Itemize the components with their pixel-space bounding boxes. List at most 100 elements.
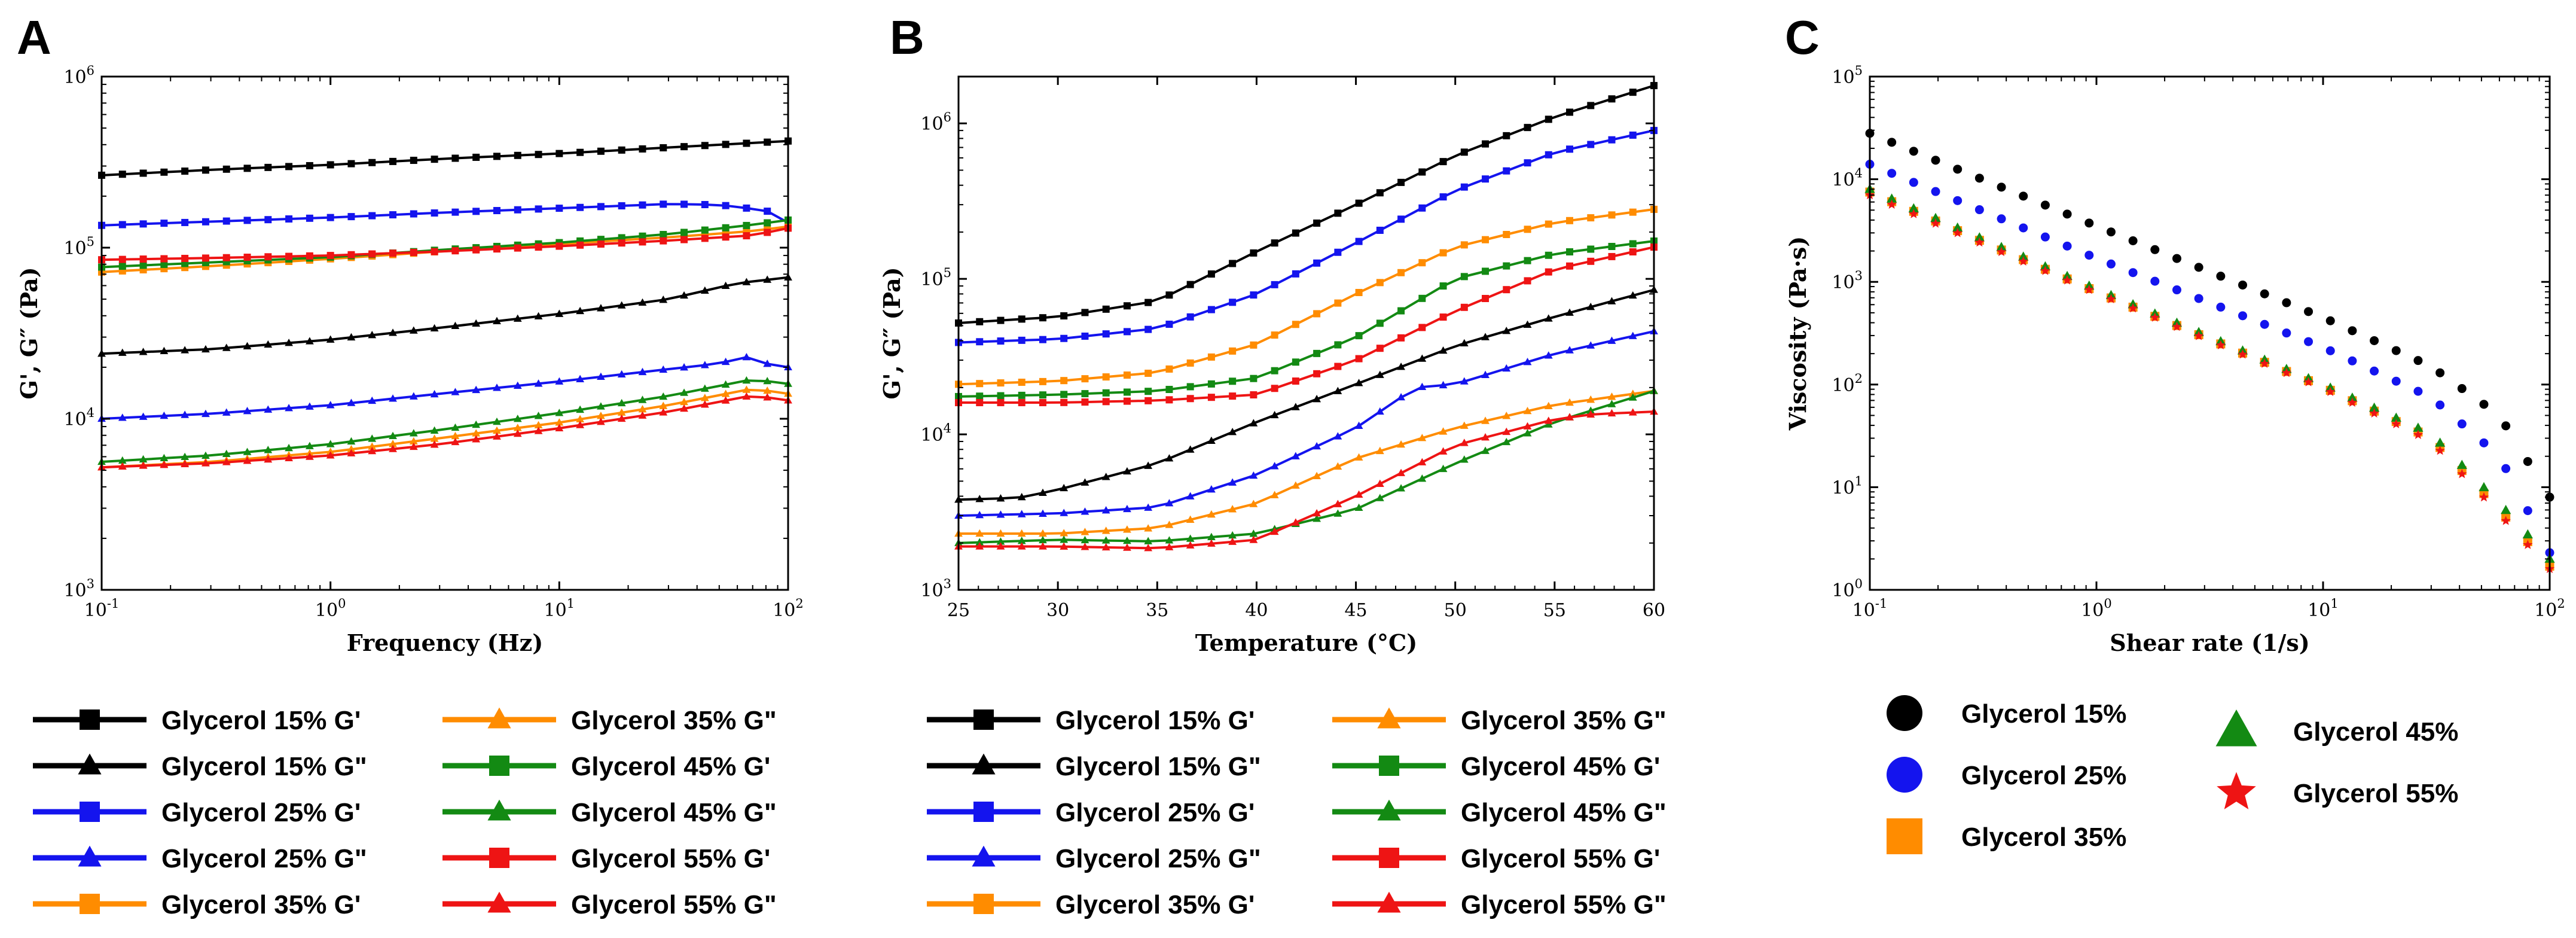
point-glycerol-45pct-g-dprime-26	[638, 395, 647, 403]
x-axis-label-a: Frequency (Hz)	[347, 629, 543, 656]
point-glycerol-15pct-g-dprime-28	[680, 291, 688, 299]
point-glycerol-25pct-g-prime-30	[1587, 141, 1595, 148]
legend-label-glycerol-25pct-g-prime: Glycerol 25% G'	[161, 798, 361, 827]
legend-c: Glycerol 15% Glycerol 25% Glycerol 35% Glyc…	[1887, 695, 2458, 854]
point-glycerol-15pct-g-prime-22	[1418, 168, 1426, 176]
series-glycerol-45pct-g-prime	[955, 237, 1658, 400]
point-glycerol-45pct-g-prime-17	[1313, 349, 1321, 357]
point-glycerol-55pct-g-dprime-9	[1144, 544, 1153, 552]
point-glycerol-35pct-g-prime-21	[1397, 269, 1405, 276]
series-line-glycerol-15pct-g-dprime	[101, 276, 789, 355]
point-glycerol-45pct-g-prime-26	[1503, 262, 1510, 270]
point-glycerol-55pct-g-dprime-16	[1291, 518, 1300, 526]
point-glycerol-15pct-28	[2479, 400, 2489, 409]
point-glycerol-25pct-g-dprime-15	[1270, 462, 1279, 470]
point-glycerol-25pct-g-prime-13	[368, 212, 376, 220]
point-glycerol-25pct-g-prime-9	[1144, 325, 1152, 333]
point-glycerol-55pct-g-prime-10	[1165, 396, 1173, 404]
point-glycerol-45pct-g-prime-19	[1355, 332, 1363, 340]
point-glycerol-55pct-21	[2325, 386, 2336, 396]
point-glycerol-55pct-g-prime-18	[1334, 363, 1342, 370]
point-glycerol-15pct-g-prime-15	[410, 157, 417, 165]
point-glycerol-45pct-g-dprime-25	[617, 398, 626, 407]
point-glycerol-35pct-g-dprime-31	[742, 385, 751, 393]
point-glycerol-15pct-g-dprime-3	[160, 346, 169, 355]
point-glycerol-25pct-g-dprime-14	[389, 394, 397, 402]
point-glycerol-45pct-g-prime-11	[1186, 383, 1194, 391]
point-glycerol-25pct-g-dprime-8	[264, 405, 273, 413]
point-glycerol-35pct-g-dprime-26	[1502, 412, 1511, 419]
point-glycerol-25pct-g-dprime-13	[368, 396, 377, 404]
legend-item-glycerol-15pct-g-prime: Glycerol 15% G'	[33, 706, 361, 735]
series-line-glycerol-45pct-g-dprime	[958, 389, 1655, 544]
point-glycerol-55pct-g-prime-2	[997, 399, 1005, 407]
series-line-glycerol-45pct-g-prime	[101, 218, 789, 269]
point-glycerol-25pct-1	[1887, 169, 1897, 178]
y-tick-label-c-4: 104	[1832, 166, 1863, 191]
point-glycerol-45pct-g-dprime-22	[1418, 474, 1427, 482]
point-glycerol-25pct-g-prime-21	[535, 205, 542, 213]
legend-item-glycerol-45pct-g-prime: Glycerol 45% G'	[442, 752, 770, 781]
legend-a: Glycerol 15% G' Glycerol 15% G" Glycerol 2…	[33, 706, 777, 919]
point-glycerol-25pct-g-dprime-8	[1123, 504, 1131, 513]
legend-label-glycerol-15pct-g-dprime: Glycerol 15% G"	[161, 752, 367, 781]
point-glycerol-35pct-g-dprime-30	[721, 389, 730, 397]
point-glycerol-55pct-g-prime-27	[660, 237, 667, 245]
point-glycerol-25pct-g-dprime-15	[409, 392, 418, 400]
point-glycerol-15pct-g-prime-18	[472, 153, 480, 161]
series-glycerol-45pct-g-dprime	[954, 386, 1658, 546]
series-line-glycerol-25pct-g-prime	[958, 129, 1655, 344]
legend-item-glycerol-55pct-g-dprime: Glycerol 55% G"	[1332, 890, 1667, 919]
point-glycerol-45pct-g-dprime-8	[264, 446, 273, 453]
point-glycerol-25pct-29	[2501, 464, 2511, 473]
y-tick-label-c-2: 102	[1832, 371, 1863, 396]
point-glycerol-25pct-2	[1909, 178, 1918, 187]
series-line-glycerol-35pct-g-prime	[958, 208, 1655, 386]
point-glycerol-25pct-g-prime-5	[202, 218, 209, 226]
point-glycerol-25pct-g-dprime-23	[576, 374, 585, 382]
legend-item-glycerol-55pct-g-dprime: Glycerol 55% G"	[442, 890, 777, 919]
point-glycerol-15pct-g-prime-6	[222, 165, 230, 173]
point-glycerol-15pct-g-dprime-18	[472, 319, 481, 327]
point-glycerol-25pct-g-dprime-7	[1101, 506, 1110, 514]
legend-swatch-marker-glycerol-55pct-g-dprime	[487, 891, 511, 913]
point-glycerol-55pct-g-prime-13	[368, 250, 376, 258]
point-glycerol-45pct-g-dprime-18	[472, 420, 481, 428]
legend-label-glycerol-35pct-g-dprime: Glycerol 35% G"	[571, 706, 777, 735]
point-glycerol-55pct-22	[2347, 397, 2358, 407]
point-glycerol-45pct-g-dprime-31	[742, 376, 751, 384]
point-glycerol-15pct-g-dprime-20	[513, 314, 522, 322]
point-glycerol-25pct-g-prime-32	[764, 208, 771, 215]
point-glycerol-15pct-g-prime-3	[1018, 315, 1025, 323]
point-glycerol-35pct-g-prime-23	[1439, 249, 1447, 257]
point-glycerol-45pct-g-dprime-4	[181, 452, 190, 461]
point-glycerol-15pct-13	[2150, 245, 2160, 254]
point-glycerol-15pct-g-dprime-18	[1333, 386, 1342, 394]
point-glycerol-25pct-g-dprime-32	[1628, 331, 1637, 339]
point-glycerol-25pct-6	[1997, 214, 2006, 224]
point-glycerol-15pct-g-prime-3	[160, 168, 168, 176]
point-glycerol-35pct-g-dprime-15	[409, 437, 418, 445]
series-glycerol-15pct-g-prime	[98, 137, 792, 179]
point-glycerol-45pct-g-dprime-32	[763, 377, 772, 385]
point-glycerol-25pct-g-dprime-16	[430, 389, 439, 398]
point-glycerol-15pct-g-dprime-22	[555, 309, 564, 317]
point-glycerol-15pct-g-dprime-17	[1313, 395, 1321, 403]
point-glycerol-25pct-g-dprime-19	[1354, 421, 1363, 430]
point-glycerol-25pct-g-dprime-11	[326, 401, 335, 409]
point-glycerol-25pct-g-prime-31	[1608, 136, 1616, 144]
point-glycerol-15pct-g-dprime-3	[1017, 492, 1026, 501]
legend-swatch-marker-glycerol-45pct-g-prime	[489, 756, 509, 776]
point-glycerol-45pct-29	[2501, 504, 2511, 514]
y-tick-label-c-1: 101	[1832, 474, 1863, 498]
point-glycerol-35pct-g-prime-4	[1039, 377, 1046, 385]
point-glycerol-45pct-g-dprime-4	[1039, 535, 1047, 544]
point-glycerol-25pct-g-prime-2	[997, 337, 1005, 345]
point-glycerol-25pct-g-dprime-21	[534, 379, 543, 387]
point-glycerol-35pct-g-dprime-24	[597, 412, 605, 419]
point-glycerol-55pct-g-prime-30	[1587, 257, 1595, 265]
point-glycerol-15pct-g-prime-24	[597, 147, 605, 155]
point-glycerol-15pct-g-dprime-4	[1039, 488, 1047, 497]
legend-label-glycerol-25pct-g-dprime: Glycerol 25% G"	[161, 844, 367, 873]
x-tick-label-b-2: 35	[1146, 600, 1168, 621]
